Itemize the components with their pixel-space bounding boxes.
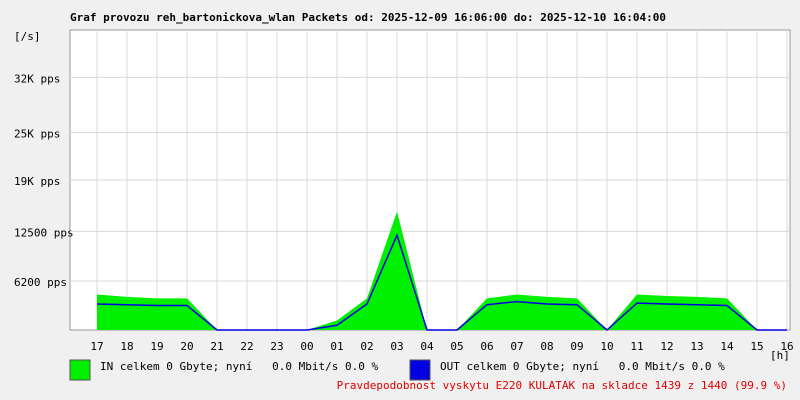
x-tick-label: 22	[240, 340, 253, 353]
x-tick-label: 19	[150, 340, 163, 353]
y-tick-label: 19K pps	[14, 175, 60, 188]
x-tick-label: 08	[540, 340, 553, 353]
x-tick-label: 05	[450, 340, 463, 353]
x-tick-label: 02	[360, 340, 373, 353]
annotation: Pravdepodobnost vyskytu E220 KULATAK na …	[337, 379, 787, 392]
x-tick-label: 11	[630, 340, 643, 353]
x-tick-label: 06	[480, 340, 493, 353]
x-tick-label: 17	[90, 340, 103, 353]
y-tick-label: 6200 pps	[14, 276, 67, 289]
legend-swatch	[409, 359, 431, 381]
x-tick-label: 23	[270, 340, 283, 353]
y-tick-label: 25K pps	[14, 128, 60, 141]
x-tick-label: 20	[180, 340, 193, 353]
x-tick-label: 00	[300, 340, 313, 353]
x-tick-label: 16	[780, 340, 793, 353]
legend-label: IN celkem 0 Gbyte; nyní 0.0 Mbit/s 0.0 %	[100, 360, 379, 373]
x-tick-label: 21	[210, 340, 223, 353]
x-tick-label: 13	[690, 340, 703, 353]
x-axis-label: [h]	[770, 349, 790, 362]
chart-title: Graf provozu reh_bartonickova_wlan Packe…	[70, 11, 666, 24]
x-tick-label: 07	[510, 340, 523, 353]
x-tick-label: 03	[390, 340, 403, 353]
x-tick-label: 14	[720, 340, 734, 353]
legend-label: OUT celkem 0 Gbyte; nyní 0.0 Mbit/s 0.0 …	[440, 360, 725, 373]
x-tick-label: 12	[660, 340, 673, 353]
x-tick-label: 09	[570, 340, 583, 353]
x-tick-label: 01	[330, 340, 343, 353]
x-tick-label: 18	[120, 340, 133, 353]
y-tick-label: 32K pps	[14, 72, 60, 85]
line	[96, 233, 787, 331]
area	[97, 211, 787, 330]
x-tick-label: 04	[420, 340, 434, 353]
y-tick-label: 12500 pps	[14, 226, 74, 239]
y-axis-label: [/s]	[14, 30, 41, 43]
x-tick-label: 10	[600, 340, 613, 353]
legend-swatch	[69, 359, 91, 381]
x-tick-label: 15	[750, 340, 763, 353]
